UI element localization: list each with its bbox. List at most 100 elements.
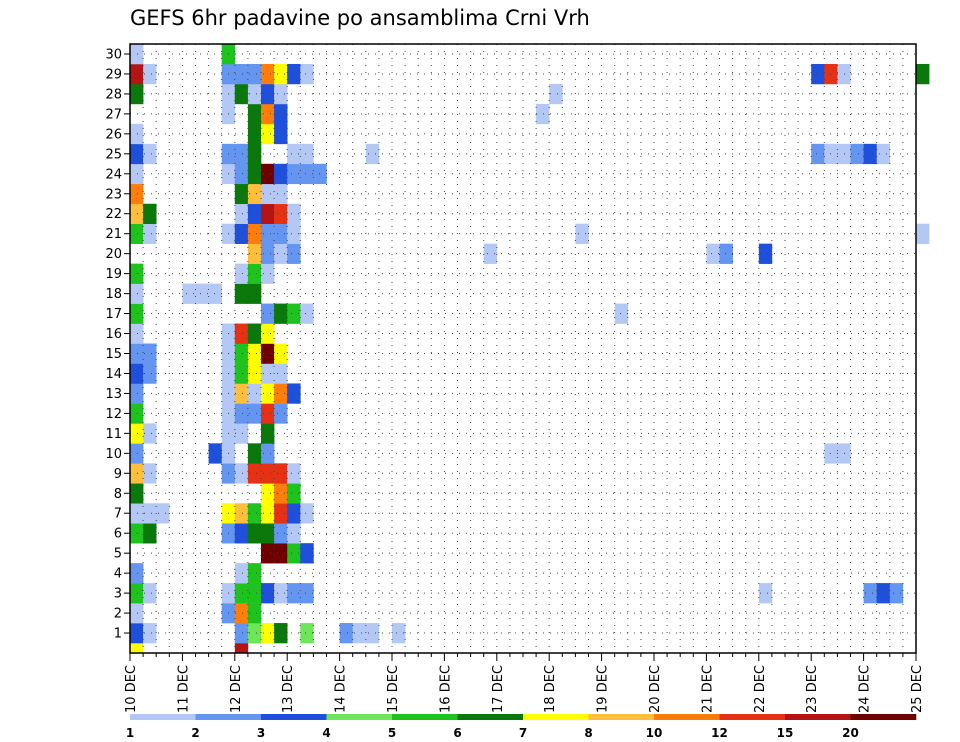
heatmap-cell	[247, 323, 262, 344]
y-tick-label: 19	[105, 267, 122, 282]
heatmap-cell	[261, 203, 275, 225]
heatmap-cell	[247, 403, 262, 424]
heatmap-cell	[234, 223, 249, 244]
heatmap-cell	[247, 383, 262, 404]
heatmap-cell	[274, 63, 288, 85]
legend-label: 5	[388, 726, 396, 740]
heatmap-cell	[274, 503, 288, 524]
y-tick-label: 2	[114, 607, 122, 622]
heatmap-cell	[274, 343, 288, 364]
y-tick-label: 1	[114, 627, 122, 642]
heatmap-cell	[130, 83, 144, 105]
heatmap-cell	[247, 243, 262, 264]
x-tick-label: 21 DEC	[700, 665, 715, 713]
heatmap-cell	[130, 263, 144, 284]
x-tick-label: 24 DEC	[858, 665, 873, 713]
heatmap-cell	[130, 423, 144, 444]
heatmap-cell	[274, 383, 288, 404]
heatmap-cell	[130, 523, 144, 544]
heatmap-cell	[287, 503, 301, 524]
heatmap-cell	[234, 603, 249, 624]
y-tick-label: 7	[114, 507, 122, 522]
heatmap-cell	[130, 603, 144, 624]
y-tick-label: 13	[105, 387, 122, 402]
heatmap-cell	[261, 623, 275, 644]
y-tick-label: 18	[105, 287, 122, 302]
heatmap-cells	[130, 44, 930, 654]
heatmap-cell	[261, 323, 275, 344]
heatmap-cell	[130, 503, 144, 524]
heatmap-cell	[261, 543, 275, 564]
heatmap-cell	[261, 63, 275, 85]
heatmap-cell	[706, 243, 720, 264]
heatmap-cell	[130, 183, 144, 205]
heatmap-cell	[234, 143, 249, 165]
x-tick-label: 11 DEC	[176, 665, 191, 713]
heatmap-cell	[339, 623, 353, 644]
legend-label: 6	[453, 726, 461, 740]
y-tick-label: 24	[105, 167, 122, 182]
heatmap-cell	[130, 163, 144, 185]
heatmap-cell	[234, 163, 249, 185]
heatmap-cell	[274, 403, 288, 424]
x-tick-label: 16 DEC	[438, 665, 453, 713]
heatmap-cell	[274, 303, 288, 324]
heatmap-cell	[130, 643, 144, 654]
color-legend: 1 2 3 4 5 6 7 8 10 12 15 20	[126, 714, 917, 740]
heatmap-cell	[300, 623, 314, 644]
heatmap-cell	[274, 203, 288, 225]
heatmap-cell	[130, 563, 144, 584]
heatmap-cell	[234, 523, 249, 544]
y-tick-label: 9	[114, 467, 122, 482]
heatmap-cell	[287, 203, 301, 225]
heatmap-cell	[247, 343, 262, 364]
legend-swatch	[457, 714, 524, 720]
heatmap-cell	[247, 363, 262, 384]
heatmap-cell	[195, 283, 209, 304]
x-tick-label: 25 DEC	[910, 665, 925, 713]
heatmap-cell	[234, 503, 249, 524]
heatmap-cell	[261, 443, 275, 464]
y-tick-label: 23	[105, 187, 122, 202]
legend-label: 1	[126, 726, 134, 740]
legend-label: 4	[322, 726, 330, 740]
heatmap-cell	[300, 143, 314, 165]
heatmap-cell	[247, 583, 262, 604]
heatmap-cell	[274, 243, 288, 264]
y-tick-label: 25	[105, 147, 122, 162]
heatmap-cell	[130, 283, 144, 304]
heatmap-cell	[234, 423, 249, 444]
heatmap-cell	[889, 583, 904, 604]
x-axis: 10 DEC 11 DEC 12 DEC 13 DEC 14 DEC 15 DEC 16 D…	[124, 653, 925, 713]
heatmap-cell	[850, 143, 864, 165]
heatmap-cell	[234, 283, 249, 304]
heatmap-cell	[876, 143, 891, 165]
heatmap-cell	[300, 163, 314, 185]
legend-swatch	[392, 714, 458, 720]
heatmap-cell	[261, 183, 275, 205]
heatmap-cell	[392, 623, 406, 644]
y-tick-label: 29	[105, 67, 122, 82]
heatmap-cell	[247, 263, 262, 284]
legend-swatch	[654, 714, 720, 720]
heatmap-cell	[300, 303, 314, 324]
heatmap-cell	[130, 383, 144, 404]
legend-swatch	[785, 714, 851, 720]
heatmap-cell	[247, 183, 262, 205]
heatmap-cell	[143, 223, 157, 244]
heatmap-cell	[247, 83, 262, 105]
heatmap-cell	[261, 403, 275, 424]
y-tick-label: 21	[105, 227, 122, 242]
heatmap-cell	[274, 543, 288, 564]
y-tick-label: 30	[105, 47, 122, 62]
heatmap-cell	[247, 283, 262, 304]
heatmap-cell	[261, 303, 275, 324]
x-tick-label: 22 DEC	[753, 665, 768, 713]
heatmap-cell	[143, 363, 157, 384]
heatmap-cell	[287, 243, 301, 264]
y-tick-label: 8	[114, 487, 122, 502]
y-tick-label: 17	[105, 307, 122, 322]
heatmap-cell	[130, 343, 144, 364]
x-tick-label: 15 DEC	[386, 665, 401, 713]
heatmap-cell	[261, 583, 275, 604]
